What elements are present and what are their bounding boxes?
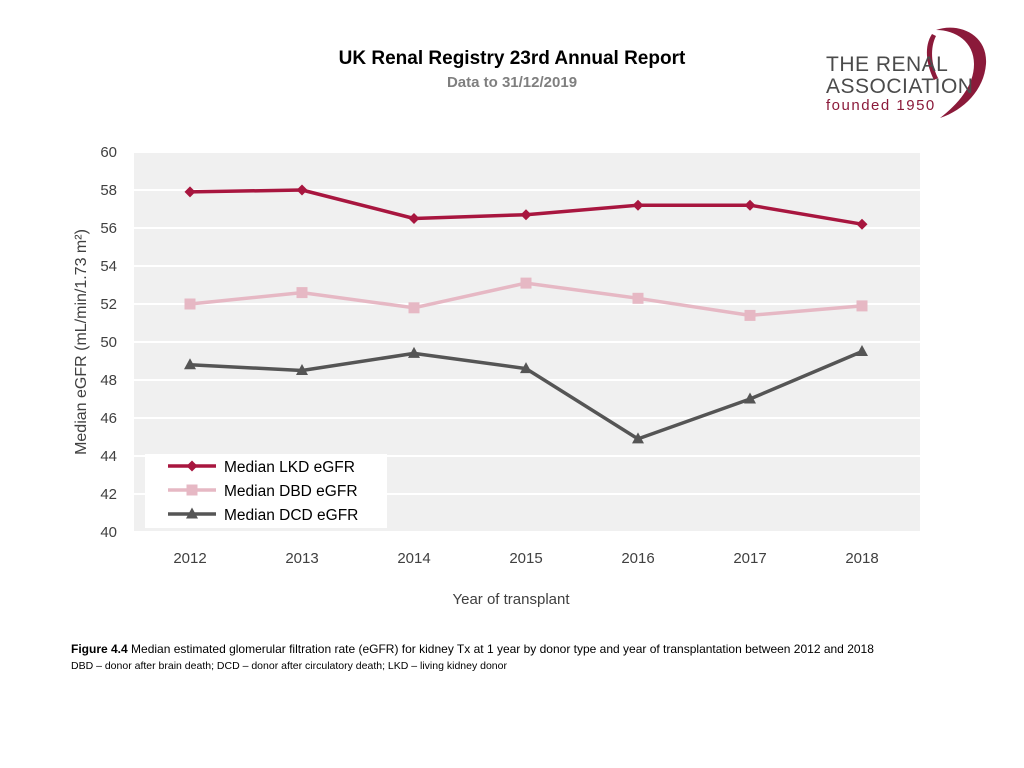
x-tick-label: 2013 [285, 550, 318, 567]
report-title: UK Renal Registry 23rd Annual Report [338, 48, 686, 69]
y-tick-label: 46 [100, 410, 117, 427]
series-median-lkd-egfr [184, 184, 868, 230]
y-axis-ticks: 40 42 44 46 48 50 52 54 56 58 60 [100, 144, 117, 541]
data-point-median-dbd-egfr [408, 302, 420, 314]
legend-item: Median LKD eGFR [168, 459, 355, 476]
y-tick-label: 44 [100, 448, 117, 465]
data-point-median-dcd-egfr [520, 362, 532, 374]
y-tick-label: 52 [100, 296, 117, 313]
y-tick-label: 58 [100, 182, 117, 199]
figure-caption: Figure 4.4 Median estimated glomerular f… [71, 641, 971, 675]
data-point-median-lkd-egfr [632, 199, 644, 211]
renal-association-logo: THE RENAL ASSOCIATION founded 1950 [822, 24, 992, 120]
data-point-median-lkd-egfr [296, 184, 308, 196]
y-tick-label: 40 [100, 524, 117, 541]
legend-label: Median DCD eGFR [224, 507, 358, 524]
y-axis-label: Median eGFR (mL/min/1.73 m²) [73, 229, 90, 455]
legend-label: Median DBD eGFR [224, 483, 358, 500]
data-point-median-dbd-egfr [744, 309, 756, 321]
logo-line-1: THE RENAL [826, 53, 949, 76]
x-tick-label: 2017 [733, 550, 766, 567]
data-point-median-dbd-egfr [296, 287, 308, 299]
legend-marker [186, 484, 198, 496]
data-point-median-dbd-egfr [520, 277, 532, 289]
x-tick-label: 2016 [621, 550, 654, 567]
data-point-median-dcd-egfr [408, 346, 420, 358]
legend-item: Median DBD eGFR [168, 483, 358, 500]
series-median-dbd-egfr [184, 277, 868, 321]
data-point-median-dcd-egfr [296, 364, 308, 375]
x-tick-label: 2014 [397, 550, 430, 567]
data-point-median-dcd-egfr [184, 358, 196, 370]
x-tick-label: 2012 [173, 550, 206, 567]
data-point-median-lkd-egfr [184, 186, 196, 198]
x-axis-ticks: 2012 2013 2014 2015 2016 2017 2018 [173, 550, 878, 567]
legend-label: Median LKD eGFR [224, 459, 355, 476]
series-group [184, 184, 868, 444]
legend-marker [186, 460, 198, 472]
x-tick-label: 2018 [845, 550, 878, 567]
data-point-median-dbd-egfr [632, 292, 644, 304]
x-tick-label: 2015 [509, 550, 542, 567]
data-point-median-dbd-egfr [184, 298, 196, 310]
x-axis-label: Year of transplant [452, 591, 570, 608]
data-point-median-lkd-egfr [408, 213, 420, 224]
y-tick-label: 60 [100, 144, 117, 161]
y-tick-label: 42 [100, 486, 117, 503]
y-tick-label: 50 [100, 334, 117, 351]
report-subtitle: Data to 31/12/2019 [446, 74, 578, 91]
data-point-median-lkd-egfr [744, 199, 756, 211]
report-header: UK Renal Registry 23rd Annual Report Dat… [0, 48, 1024, 91]
legend-item: Median DCD eGFR [168, 507, 358, 524]
data-point-median-dbd-egfr [856, 300, 868, 312]
caption-text: Median estimated glomerular filtration r… [127, 642, 874, 656]
data-point-median-dcd-egfr [856, 345, 868, 356]
data-point-median-lkd-egfr [520, 209, 532, 221]
logo-swirl-icon [926, 27, 987, 118]
y-tick-label: 48 [100, 372, 117, 389]
legend: Median LKD eGFR Median DBD eGFR Median DCD… [145, 454, 387, 528]
y-tick-label: 56 [100, 220, 117, 237]
data-point-median-dcd-egfr [744, 392, 756, 404]
caption-abbreviations: DBD – donor after brain death; DCD – don… [71, 660, 507, 672]
legend-marker [186, 507, 198, 519]
data-point-median-dcd-egfr [632, 432, 644, 444]
y-tick-label: 54 [100, 258, 117, 275]
logo-line-2: ASSOCIATION [826, 75, 974, 98]
caption-line: Figure 4.4 Median estimated glomerular f… [71, 641, 971, 658]
series-median-dcd-egfr [184, 345, 868, 444]
data-point-median-lkd-egfr [856, 218, 868, 230]
logo-line-3: founded 1950 [826, 97, 936, 114]
figure-number: Figure 4.4 [71, 642, 128, 656]
